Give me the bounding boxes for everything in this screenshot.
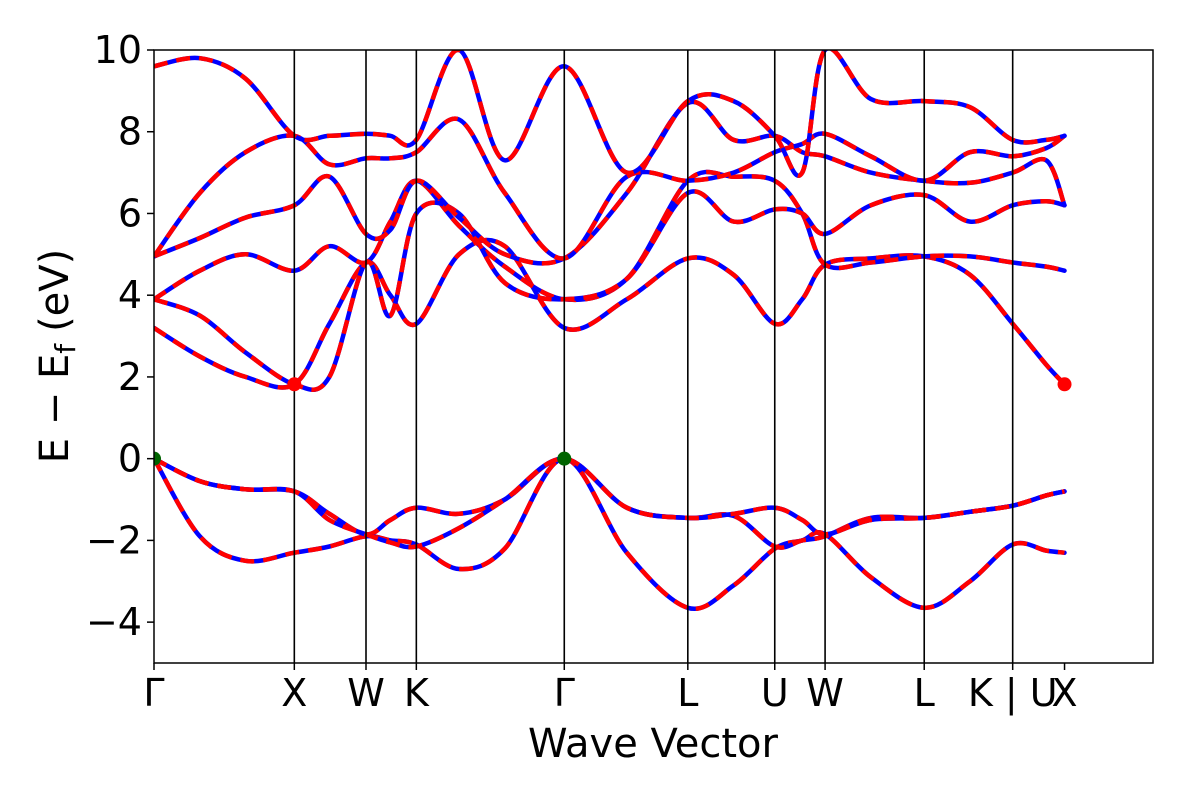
y-axis-title: E − Ef (eV)	[32, 249, 82, 464]
band-4-line	[154, 169, 1067, 303]
x-axis-title: Wave Vector	[528, 721, 779, 767]
band-2-line	[154, 456, 1067, 550]
band-edge-markers	[154, 377, 1072, 466]
kpoint-label: W	[347, 671, 385, 715]
cbm-marker	[1057, 377, 1072, 392]
band-2-overlay	[154, 456, 1065, 550]
y-axis-title-main: E − E	[32, 354, 78, 464]
kpoint-label: X	[1052, 671, 1078, 715]
y-axis-title-sub: f	[49, 343, 82, 354]
y-tick-label: −2	[86, 518, 142, 562]
band-0-overlay	[154, 456, 1065, 612]
kpoint-label: X	[281, 671, 307, 715]
cbm-marker	[287, 377, 302, 392]
y-tick-label: −4	[86, 600, 142, 644]
vbm-marker	[154, 451, 161, 466]
band-1-line	[154, 456, 1067, 550]
y-tick-label: 0	[118, 437, 142, 481]
y-axis: −4 −2 0 2 4 6 8 10	[86, 28, 154, 644]
bands	[154, 50, 1067, 612]
vbm-marker	[557, 451, 572, 466]
band-8-line	[154, 50, 1067, 178]
y-tick-label: 2	[118, 355, 142, 399]
y-tick-label: 10	[94, 28, 142, 72]
band-3-line	[154, 237, 1067, 390]
kpoint-label: K	[404, 671, 430, 715]
kpoint-label: Γ	[143, 671, 164, 715]
band-0-line	[154, 456, 1067, 612]
band-7-line	[154, 116, 1067, 261]
kpoint-lines	[293, 50, 1014, 663]
band-7-overlay	[154, 116, 1066, 261]
band-6-overlay	[154, 99, 1067, 266]
band-5-overlay	[154, 189, 1066, 392]
band-1-overlay	[154, 456, 1065, 550]
y-axis-title-unit: (eV)	[32, 249, 78, 332]
kpoint-label: U	[761, 671, 789, 715]
band-4-overlay	[154, 169, 1066, 303]
y-tick-label: 6	[118, 191, 142, 235]
y-tick-label: 8	[118, 110, 142, 154]
plot-frame	[153, 49, 1154, 664]
kpoint-label: L	[677, 671, 698, 715]
kpoint-label: Γ	[554, 671, 575, 715]
kpoint-label: K | U	[968, 671, 1058, 716]
y-tick-label: 4	[118, 273, 142, 317]
band-8-overlay	[154, 50, 1066, 178]
kpoint-label: L	[914, 671, 935, 715]
kpoint-label: W	[806, 671, 844, 715]
